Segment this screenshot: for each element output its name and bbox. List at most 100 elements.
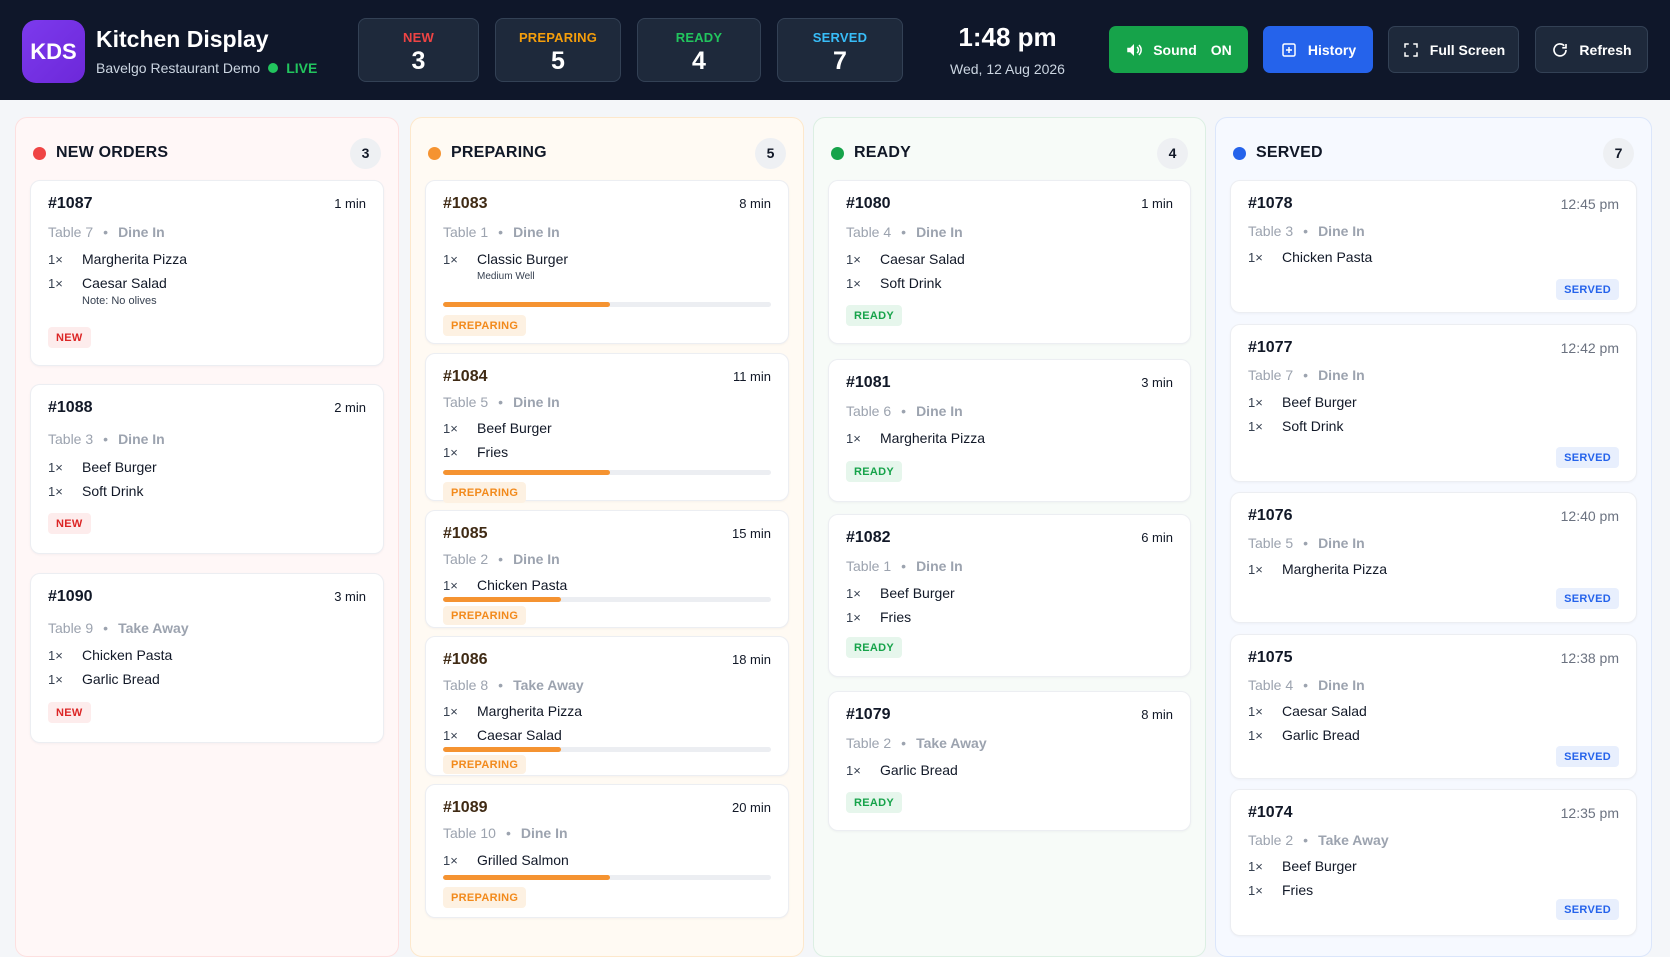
order-card[interactable]: #1089 20 min Table 10 • Dine In 1× Grilled … <box>425 784 789 918</box>
fullscreen-label: Full Screen <box>1429 41 1506 58</box>
separator-dot: • <box>103 431 109 447</box>
item-qty: 1× <box>48 275 63 291</box>
item-name: Chicken Pasta <box>82 647 173 663</box>
item-name: Caesar Salad <box>1282 703 1367 719</box>
status-badge: READY <box>846 305 903 326</box>
item-qty: 1× <box>1248 858 1263 874</box>
item-name: Beef Burger <box>477 420 552 436</box>
order-card[interactable]: #1087 1 min Table 7 • Dine In 1× Margherita… <box>30 180 384 366</box>
order-card[interactable]: #1085 15 min Table 2 • Dine In 1× Chicken P… <box>425 510 789 628</box>
order-id: #1077 <box>1248 339 1293 356</box>
order-type: Dine In <box>916 403 963 419</box>
order-card[interactable]: #1075 12:38 pm Table 4 • Dine In 1× Caesar … <box>1230 634 1637 779</box>
history-button[interactable]: History <box>1263 26 1373 73</box>
order-elapsed: 6 min <box>1141 530 1173 545</box>
progress-fill <box>443 470 611 475</box>
order-type: Dine In <box>1318 367 1365 383</box>
order-id: #1086 <box>443 651 488 668</box>
order-card[interactable]: #1086 18 min Table 8 • Take Away 1× Margher… <box>425 636 789 776</box>
item-qty: 1× <box>48 647 63 663</box>
order-card[interactable]: #1082 6 min Table 1 • Dine In 1× Beef Burge… <box>828 514 1191 677</box>
order-card[interactable]: #1078 12:45 pm Table 3 • Dine In 1× Chicken… <box>1230 180 1637 313</box>
progress-fill <box>443 875 611 880</box>
status-dot-icon <box>428 146 441 160</box>
order-meta: Table 10 • Dine In <box>443 825 568 841</box>
order-id: #1089 <box>443 799 488 816</box>
column-count: 3 <box>350 137 381 169</box>
order-item: 1× Fries <box>443 440 771 464</box>
item-qty: 1× <box>48 251 63 267</box>
order-card[interactable]: #1081 3 min Table 6 • Dine In 1× Margherita… <box>828 359 1191 502</box>
table-number: Table 7 <box>1248 367 1294 383</box>
order-meta: Table 1 • Dine In <box>846 558 963 574</box>
item-qty: 1× <box>443 852 458 868</box>
order-meta: Table 8 • Take Away <box>443 677 584 693</box>
order-type: Dine In <box>1318 223 1365 239</box>
stat-ready-value: 4 <box>692 47 706 75</box>
order-item: 1× Garlic Bread <box>846 758 1173 782</box>
status-badge: PREPARING <box>443 887 527 908</box>
progress-fill <box>443 597 562 602</box>
order-item: 1× Margherita Pizza <box>443 699 771 723</box>
order-card[interactable]: #1079 8 min Table 2 • Take Away 1× Garlic B… <box>828 691 1191 831</box>
order-card[interactable]: #1074 12:35 pm Table 2 • Take Away 1× Beef … <box>1230 789 1637 936</box>
item-name: Caesar Salad <box>82 275 167 291</box>
item-qty: 1× <box>48 459 63 475</box>
separator-dot: • <box>1303 677 1309 693</box>
order-item: 1× Soft Drink <box>1248 414 1619 438</box>
order-item: 1× Garlic Bread <box>1248 723 1619 747</box>
separator-dot: • <box>498 394 504 410</box>
status-badge: SERVED <box>1556 746 1619 767</box>
order-card[interactable]: #1076 12:40 pm Table 5 • Dine In 1× Margher… <box>1230 492 1637 623</box>
fullscreen-icon <box>1404 42 1418 57</box>
app-title: Kitchen Display <box>96 26 269 52</box>
order-meta: Table 3 • Dine In <box>48 431 165 447</box>
order-item: 1× Chicken Pasta <box>48 643 366 667</box>
item-name: Caesar Salad <box>880 251 965 267</box>
order-meta: Table 7 • Dine In <box>1248 367 1365 383</box>
order-card[interactable]: #1084 11 min Table 5 • Dine In 1× Beef Burg… <box>425 353 789 503</box>
order-card[interactable]: #1083 8 min Table 1 • Dine In 1× Classic Bu… <box>425 180 789 344</box>
order-type: Dine In <box>1318 677 1365 693</box>
separator-dot: • <box>901 735 907 751</box>
separator-dot: • <box>498 224 504 240</box>
order-meta: Table 6 • Dine In <box>846 403 963 419</box>
table-number: Table 1 <box>846 558 892 574</box>
sound-toggle-button[interactable]: Sound ON <box>1109 26 1248 73</box>
order-meta: Table 4 • Dine In <box>846 224 963 240</box>
order-type: Dine In <box>118 431 165 447</box>
refresh-button[interactable]: Refresh <box>1535 26 1648 73</box>
column-count: 4 <box>1157 137 1188 169</box>
order-items: 1× Beef Burger 1× Soft Drink <box>1248 390 1619 438</box>
fullscreen-button[interactable]: Full Screen <box>1388 26 1519 73</box>
item-qty: 1× <box>1248 703 1263 719</box>
order-card[interactable]: #1077 12:42 pm Table 7 • Dine In 1× Beef Bu… <box>1230 324 1637 482</box>
order-meta: Table 5 • Dine In <box>443 394 560 410</box>
separator-dot: • <box>103 620 109 636</box>
order-elapsed: 8 min <box>739 196 771 211</box>
stat-ready-label: READY <box>675 30 723 45</box>
order-item: 1× Soft Drink <box>846 271 1173 295</box>
order-type: Dine In <box>1318 535 1365 551</box>
column-count: 5 <box>755 137 786 169</box>
table-number: Table 8 <box>443 677 489 693</box>
order-card[interactable]: #1090 3 min Table 9 • Take Away 1× Chicken … <box>30 573 384 743</box>
order-item: 1× Caesar Salad <box>443 723 771 747</box>
stat-preparing-label: PREPARING <box>518 30 598 45</box>
stat-new: NEW 3 <box>358 18 479 82</box>
status-badge: PREPARING <box>443 755 527 774</box>
order-card[interactable]: #1080 1 min Table 4 • Dine In 1× Caesar Sal… <box>828 180 1191 344</box>
table-number: Table 10 <box>443 825 496 841</box>
order-items: 1× Caesar Salad 1× Garlic Bread <box>1248 699 1619 747</box>
column-header: NEW ORDERS 3 <box>33 137 381 169</box>
order-elapsed: 18 min <box>731 652 771 667</box>
order-id: #1083 <box>443 195 488 212</box>
order-id: #1075 <box>1248 649 1293 666</box>
order-note: Medium Well <box>477 271 535 282</box>
current-date: Wed, 12 Aug 2026 <box>950 61 1065 77</box>
order-elapsed: 15 min <box>731 526 771 541</box>
order-items: 1× Margherita Pizza 1× Caesar Salad <box>443 699 771 747</box>
table-number: Table 2 <box>443 551 489 567</box>
item-qty: 1× <box>1248 882 1263 898</box>
order-card[interactable]: #1088 2 min Table 3 • Dine In 1× Beef Burge… <box>30 384 384 554</box>
